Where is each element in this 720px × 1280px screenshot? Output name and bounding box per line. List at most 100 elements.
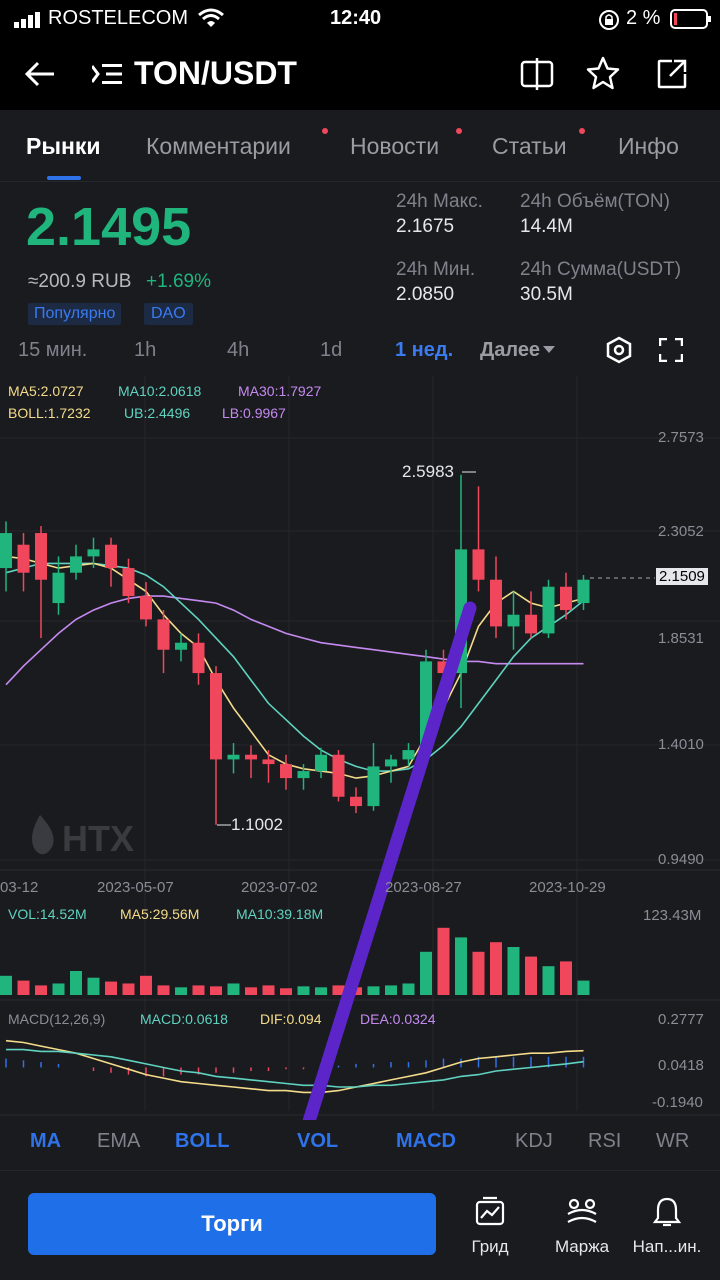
candle-body	[245, 754, 257, 760]
candle-body	[210, 673, 222, 760]
ind-ma[interactable]: MA	[30, 1130, 62, 1152]
pair-title[interactable]: TON/USDT	[134, 55, 297, 91]
candle-body	[0, 533, 12, 569]
candles	[0, 471, 590, 826]
bell-icon	[652, 1197, 682, 1227]
alerts-label: Нап...ин.	[632, 1237, 702, 1256]
share-icon[interactable]	[656, 58, 688, 90]
trade-button[interactable]: Торги	[28, 1193, 436, 1255]
tag-dao[interactable]: DAO	[144, 303, 193, 325]
volume-bar	[70, 971, 82, 995]
tf-more[interactable]: Далее	[480, 339, 541, 361]
volume-bar	[332, 985, 345, 995]
compare-icon[interactable]	[520, 58, 554, 90]
volume-bar	[525, 956, 537, 995]
alerts-button[interactable]: Нап...ин.	[622, 1196, 712, 1257]
legend-vol: VOL:14.52M	[8, 906, 87, 922]
tab-articles-dot	[579, 128, 585, 134]
legend-lb: LB:0.9967	[222, 405, 286, 421]
volume-bar	[262, 985, 275, 995]
stat-vol: 14.4M	[520, 216, 573, 237]
volume-bar	[542, 966, 555, 995]
volume-bar	[105, 981, 117, 995]
y-tick-5: 0.9490	[658, 851, 704, 868]
tf-4h[interactable]: 4h	[227, 339, 250, 361]
legend-macd: MACD:0.0618	[140, 1011, 228, 1027]
volume-bar	[472, 951, 485, 995]
kline-chart[interactable]	[0, 376, 720, 1120]
margin-button[interactable]: Маржа	[537, 1196, 627, 1257]
settings-hex-icon[interactable]	[605, 336, 633, 364]
margin-icon	[567, 1198, 597, 1223]
candle-body	[332, 754, 345, 797]
tab-markets[interactable]: Рынки	[26, 133, 101, 159]
fullscreen-icon[interactable]	[659, 338, 683, 362]
grid-bot-icon	[475, 1196, 505, 1226]
tab-articles[interactable]: Статьи	[492, 133, 567, 159]
legend-macd-title: MACD(12,26,9)	[8, 1011, 106, 1027]
carrier-name: ROSTELECOM	[48, 7, 189, 29]
candle-body	[140, 596, 152, 620]
tab-comments[interactable]: Комментарии	[146, 133, 291, 159]
ind-vol[interactable]: VOL	[297, 1130, 339, 1152]
legend-ma10: MA10:2.0618	[118, 383, 202, 399]
x-tick-5: 2023-10-29	[529, 879, 606, 896]
grid-label: Грид	[471, 1237, 509, 1256]
tab-news[interactable]: Новости	[350, 133, 440, 159]
candle-body	[87, 549, 100, 557]
stat-vol-label: 24h Объём(TON)	[520, 191, 670, 212]
ind-rsi[interactable]: RSI	[588, 1130, 622, 1152]
ind-kdj[interactable]: KDJ	[515, 1130, 553, 1152]
volume-bar	[245, 987, 257, 995]
candle-body	[560, 586, 572, 611]
volume-bars	[0, 927, 590, 995]
candle-body	[262, 759, 275, 765]
high-marker: 2.5983	[402, 462, 454, 481]
tf-1d[interactable]: 1d	[320, 339, 343, 361]
candle-body	[35, 533, 47, 580]
back-arrow-icon[interactable]	[24, 60, 56, 88]
tag-popular[interactable]: Популярно	[28, 303, 122, 325]
tf-1h[interactable]: 1h	[134, 339, 157, 361]
volume-bar	[490, 942, 502, 995]
stat-sum-label: 24h Сумма(USDT)	[520, 259, 682, 280]
candle-body	[227, 754, 240, 760]
volume-bar	[87, 977, 100, 995]
htx-watermark-logo	[32, 815, 54, 855]
nav-bar: TON/USDT	[0, 40, 720, 110]
ma30-line	[5, 595, 584, 686]
pair-list-icon[interactable]	[92, 62, 122, 86]
stat-sum: 30.5M	[520, 284, 573, 305]
legend-vma5: MA5:29.56M	[120, 906, 200, 922]
volume-bar	[35, 985, 47, 995]
volume-bar	[122, 983, 135, 995]
candle-body	[577, 579, 590, 604]
ind-boll[interactable]: BOLL	[175, 1130, 230, 1152]
volume-bar	[175, 987, 187, 995]
dea-line	[6, 1048, 584, 1088]
candle-body	[507, 614, 520, 627]
trade-button-label: Торги	[201, 1211, 263, 1236]
ind-wr[interactable]: WR	[656, 1130, 690, 1152]
x-tick-2: 2023-05-07	[97, 879, 174, 896]
volume-bar	[52, 983, 65, 995]
grid-button[interactable]: Грид	[445, 1196, 535, 1257]
candle-body	[490, 579, 502, 627]
tf-15m[interactable]: 15 мин.	[18, 339, 88, 361]
tab-info[interactable]: Инфо	[618, 133, 679, 159]
candle-body	[542, 586, 555, 634]
ind-ema[interactable]: EMA	[97, 1130, 141, 1152]
tf-1w[interactable]: 1 нед.	[395, 339, 454, 361]
stat-low: 2.0850	[396, 284, 455, 305]
volume-bar	[315, 987, 327, 995]
annotation-arrow	[302, 601, 477, 1120]
volume-bar	[140, 975, 152, 995]
candle-body	[437, 661, 450, 674]
status-bar: ROSTELECOM 12:40 2 %	[0, 0, 720, 40]
x-tick-1: 03-12	[0, 879, 39, 896]
volume-bar	[17, 980, 30, 995]
ind-macd[interactable]: MACD	[396, 1130, 456, 1152]
volume-bar	[455, 937, 467, 995]
legend-dif: DIF:0.094	[260, 1011, 322, 1027]
favorite-star-icon[interactable]	[586, 56, 620, 90]
